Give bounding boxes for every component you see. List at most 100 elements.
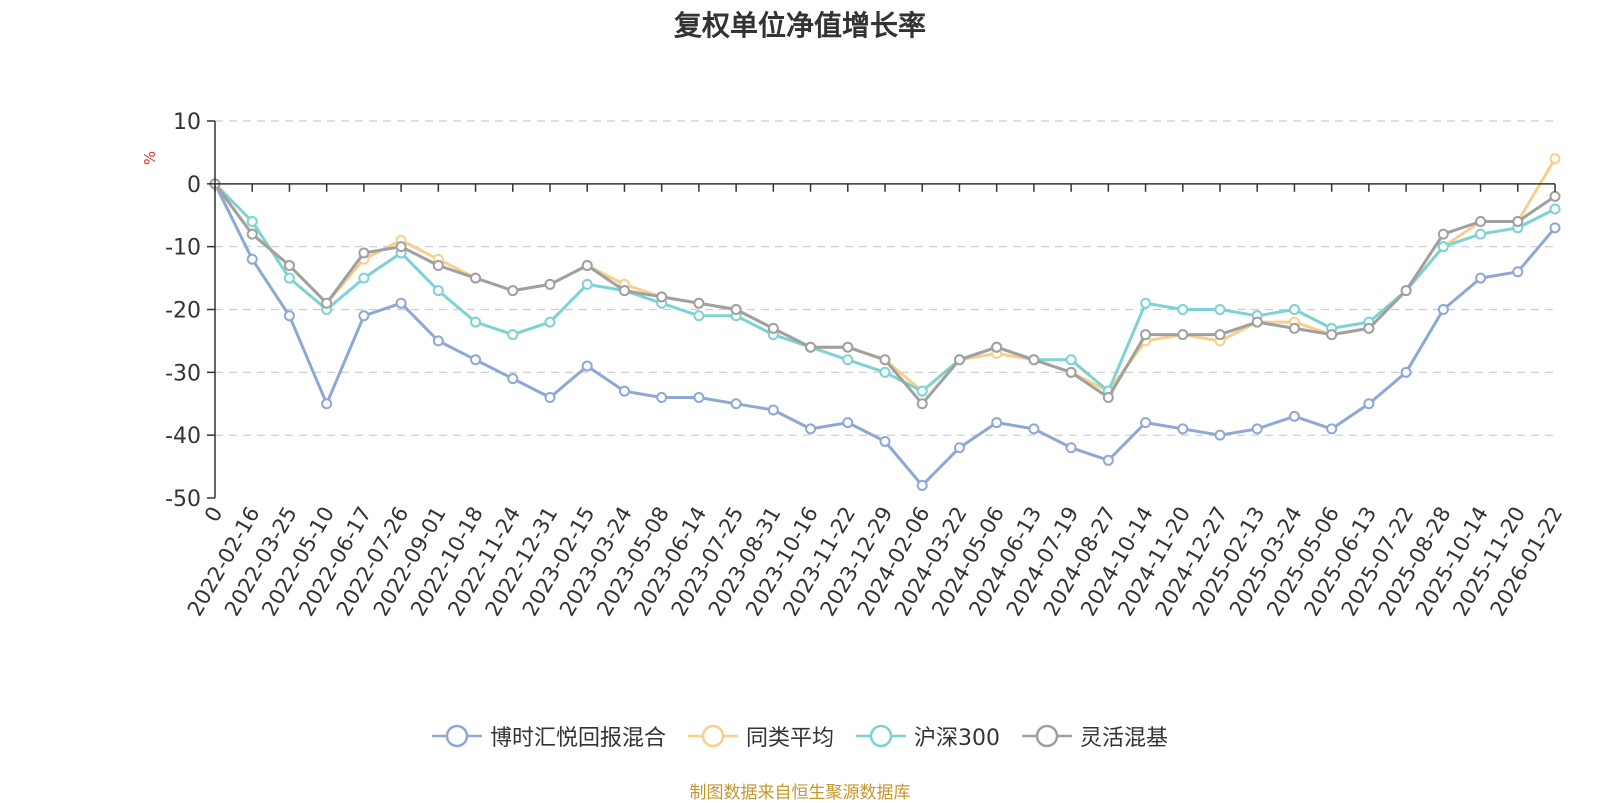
data-point [1140,417,1152,429]
data-point [246,216,258,228]
data-point [916,479,928,491]
data-point [618,385,630,397]
data-point [581,278,593,290]
data-point [879,354,891,366]
chart-title: 复权单位净值增长率 [673,9,926,42]
legend-swatch-circle [869,724,893,748]
data-point [544,391,556,403]
source-note: 制图数据来自恒生聚源数据库 [689,783,911,803]
data-point [879,366,891,378]
data-point [507,285,519,297]
data-point [470,272,482,284]
data-point [1065,442,1077,454]
data-point [358,247,370,259]
data-point [544,278,556,290]
legend-item-1[interactable]: 博时汇悦回报混合 [431,720,666,752]
data-point [1251,316,1263,328]
data-point [916,385,928,397]
data-point [1437,304,1449,315]
data-point [656,291,668,303]
data-point [395,297,407,309]
legend-item-3[interactable]: 沪深300 [856,720,1000,752]
data-point [618,285,630,297]
legend-swatch-icon [431,724,482,748]
legend: 博时汇悦回报混合 同类平均 沪深300 灵活混基 [0,720,1600,752]
y-tick-label: -30 [165,361,201,386]
data-point [246,253,258,265]
data-point [544,316,556,328]
data-point [842,341,854,353]
data-point [432,285,444,297]
y-tick-label: 0 [187,173,201,198]
data-point [1475,228,1487,240]
legend-item-4[interactable]: 灵活混基 [1022,720,1168,752]
series-1 [209,178,1561,491]
data-point [842,354,854,366]
data-point [432,260,444,272]
data-point [1326,329,1338,341]
legend-item-2[interactable]: 同类平均 [687,720,834,752]
data-point [1140,297,1152,309]
data-point [470,316,482,328]
data-point [1102,391,1114,403]
data-point [1140,329,1152,341]
data-point [321,398,333,410]
data-point [693,391,705,403]
data-point [842,417,854,429]
series-lines [209,153,1561,491]
data-point [507,373,519,385]
data-point [1512,216,1524,228]
data-point [1288,304,1300,315]
legend-label: 同类平均 [745,726,834,751]
y-tick-label: -40 [165,424,201,449]
data-point [1437,241,1449,253]
data-point [953,354,965,366]
legend-label: 灵活混基 [1080,726,1169,751]
data-point [879,435,891,447]
data-point [1177,329,1189,341]
series-4 [209,178,1561,410]
data-point [1028,354,1040,366]
data-point [1549,203,1561,215]
data-point [321,297,333,309]
legend-swatch-icon [856,724,906,748]
series-3 [209,178,1561,397]
data-point [767,404,779,416]
data-point [1549,153,1561,165]
legend-swatch-icon [687,724,738,748]
axes: 100-10-20-30-40-5002022-02-162022-03-252… [165,110,1567,620]
data-point [656,391,668,403]
data-point [1475,272,1487,284]
data-point [693,297,705,309]
data-point [1102,454,1114,466]
data-point [1437,228,1449,240]
data-point [1214,304,1226,315]
data-point [1512,266,1524,278]
data-point [1214,329,1226,341]
data-point [693,310,705,322]
data-point [1177,423,1189,435]
y-axis-unit-label: % [141,151,159,165]
y-tick-label: -20 [165,299,201,324]
data-point [358,272,370,284]
data-point [1177,304,1189,315]
data-point [991,341,1003,353]
legend-swatch-icon [1022,724,1072,748]
legend-swatch-circle [445,724,469,748]
data-point [767,322,779,334]
data-point [1549,190,1561,202]
data-point [1251,423,1263,435]
data-point [1288,322,1300,334]
data-point [432,335,444,347]
data-point [283,310,295,322]
data-point [1326,423,1338,435]
data-point [1549,222,1561,234]
data-point [1214,429,1226,441]
data-point [1400,285,1412,297]
data-point [581,360,593,372]
y-tick-label: -10 [165,236,201,261]
data-point [1400,366,1412,378]
data-point [1288,410,1300,422]
data-point [470,354,482,366]
